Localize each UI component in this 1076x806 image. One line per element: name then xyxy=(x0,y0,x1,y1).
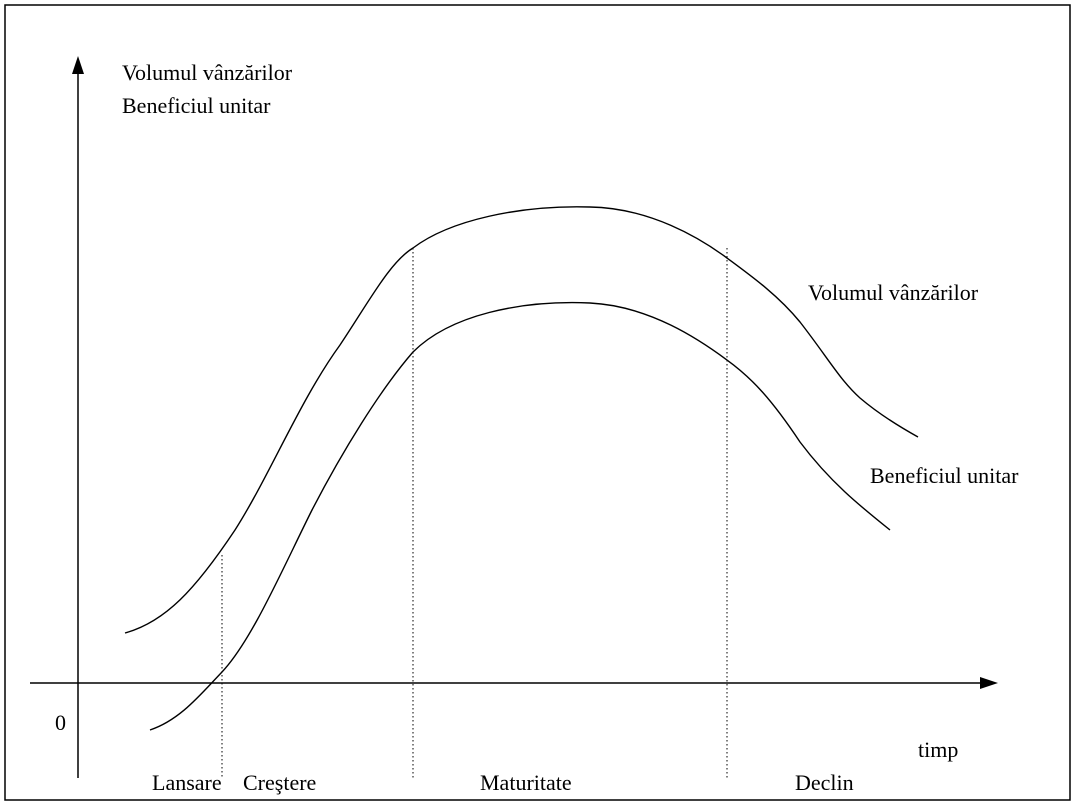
curve-label: Volumul vânzărilor xyxy=(808,280,979,305)
axis-label: Volumul vânzărilor xyxy=(122,60,293,85)
profit-curve xyxy=(149,301,891,731)
phase-label: Declin xyxy=(795,770,854,795)
frame xyxy=(4,4,1071,801)
axis-label: Beneficiul unitar xyxy=(122,93,271,118)
phase-label: Creştere xyxy=(243,770,316,795)
origin-label: 0 xyxy=(55,710,66,735)
y-axis-arrow xyxy=(72,56,84,74)
curve-label: Beneficiul unitar xyxy=(870,463,1019,488)
x-axis-label: timp xyxy=(918,737,958,762)
x-axis-arrow xyxy=(980,677,998,689)
sales-curve xyxy=(124,206,919,634)
phase-label: Maturitate xyxy=(480,770,572,795)
phase-label: Lansare xyxy=(152,770,222,795)
